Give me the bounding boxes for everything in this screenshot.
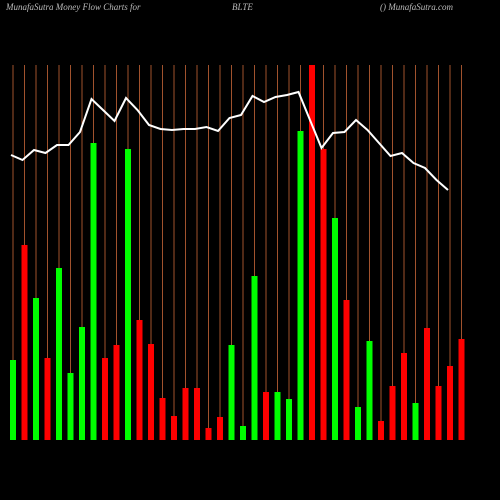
bar <box>320 149 327 440</box>
bar <box>67 373 74 440</box>
bar <box>447 366 453 440</box>
bar <box>401 353 407 440</box>
bar <box>332 218 338 440</box>
bar <box>286 399 292 440</box>
bar <box>125 149 131 440</box>
bar <box>240 426 246 440</box>
bar <box>10 360 16 440</box>
bar <box>458 339 465 440</box>
bar <box>90 143 97 440</box>
bar <box>159 398 166 440</box>
bar <box>182 388 189 440</box>
source: () MunafaSutra.com <box>380 2 453 12</box>
bar <box>378 421 384 440</box>
bar <box>309 65 315 440</box>
bar <box>297 131 304 440</box>
bar <box>205 428 212 440</box>
bar <box>366 341 373 440</box>
ticker: BLTE <box>232 2 253 12</box>
bar <box>251 276 258 440</box>
bar <box>228 345 235 440</box>
bar <box>435 386 442 440</box>
bar <box>102 358 108 440</box>
bar <box>217 417 223 440</box>
bar <box>171 416 177 440</box>
bar <box>274 392 281 440</box>
bar <box>33 298 39 440</box>
bar <box>79 327 85 440</box>
bar <box>194 388 200 440</box>
bar <box>148 344 154 440</box>
bar <box>56 268 62 440</box>
bar <box>355 407 361 440</box>
bar <box>113 345 120 440</box>
bar <box>343 300 350 440</box>
bar <box>44 358 51 440</box>
chart-title: MunafaSutra Money Flow Charts for <box>5 2 141 12</box>
bar <box>412 403 419 440</box>
bar <box>21 245 28 440</box>
bar <box>263 392 269 440</box>
bar <box>389 386 396 440</box>
bar <box>136 320 143 440</box>
bar <box>424 328 430 440</box>
line <box>10 90 449 191</box>
